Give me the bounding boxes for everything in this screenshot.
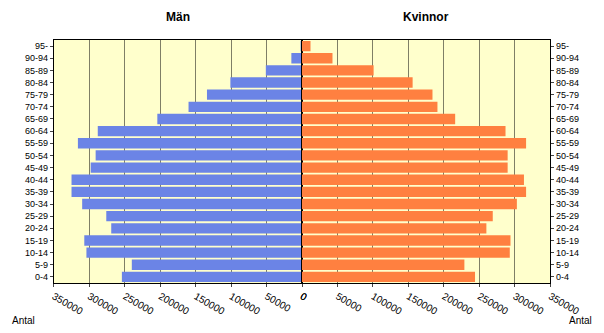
svg-text:55-59: 55-59: [556, 138, 579, 148]
svg-text:40-44: 40-44: [556, 175, 579, 185]
svg-text:50-54: 50-54: [25, 151, 48, 161]
svg-text:300000: 300000: [511, 291, 546, 317]
svg-text:0: 0: [299, 291, 310, 304]
svg-text:150000: 150000: [192, 291, 227, 317]
svg-text:350000: 350000: [50, 291, 85, 317]
svg-text:50-54: 50-54: [556, 151, 579, 161]
svg-text:85-89: 85-89: [556, 66, 579, 76]
svg-text:65-69: 65-69: [25, 114, 48, 124]
svg-text:80-84: 80-84: [556, 78, 579, 88]
svg-text:90-94: 90-94: [25, 53, 48, 63]
svg-text:100000: 100000: [228, 291, 263, 317]
svg-text:0-4: 0-4: [35, 272, 48, 282]
svg-text:250000: 250000: [476, 291, 511, 317]
svg-text:55-59: 55-59: [25, 138, 48, 148]
svg-text:250000: 250000: [121, 291, 156, 317]
svg-text:5-9: 5-9: [556, 260, 569, 270]
svg-text:Män: Män: [166, 10, 190, 24]
svg-text:85-89: 85-89: [25, 66, 48, 76]
svg-text:100000: 100000: [369, 291, 404, 317]
svg-text:45-49: 45-49: [556, 163, 579, 173]
svg-text:10-14: 10-14: [25, 248, 48, 258]
svg-text:95-: 95-: [35, 41, 48, 51]
svg-text:25-29: 25-29: [556, 211, 579, 221]
svg-text:60-64: 60-64: [25, 126, 48, 136]
svg-text:80-84: 80-84: [25, 78, 48, 88]
svg-text:200000: 200000: [157, 291, 192, 317]
svg-text:75-79: 75-79: [556, 90, 579, 100]
svg-text:0: 0: [299, 291, 310, 304]
svg-text:0-4: 0-4: [556, 272, 569, 282]
svg-text:Kvinnor: Kvinnor: [403, 10, 449, 24]
svg-text:20-24: 20-24: [25, 223, 48, 233]
svg-text:15-19: 15-19: [25, 236, 48, 246]
svg-text:Antal: Antal: [569, 315, 592, 326]
svg-text:30-34: 30-34: [25, 199, 48, 209]
svg-text:50000: 50000: [334, 291, 364, 315]
svg-text:25-29: 25-29: [25, 211, 48, 221]
svg-text:Antal: Antal: [12, 315, 35, 326]
svg-text:75-79: 75-79: [25, 90, 48, 100]
svg-text:200000: 200000: [440, 291, 475, 317]
svg-text:15-19: 15-19: [556, 236, 579, 246]
svg-text:5-9: 5-9: [35, 260, 48, 270]
svg-text:70-74: 70-74: [556, 102, 579, 112]
svg-text:35-39: 35-39: [25, 187, 48, 197]
svg-text:35-39: 35-39: [556, 187, 579, 197]
svg-text:350000: 350000: [547, 291, 582, 317]
svg-text:40-44: 40-44: [25, 175, 48, 185]
svg-text:60-64: 60-64: [556, 126, 579, 136]
svg-text:10-14: 10-14: [556, 248, 579, 258]
svg-text:45-49: 45-49: [25, 163, 48, 173]
svg-text:90-94: 90-94: [556, 53, 579, 63]
svg-text:20-24: 20-24: [556, 223, 579, 233]
svg-text:65-69: 65-69: [556, 114, 579, 124]
svg-text:300000: 300000: [86, 291, 121, 317]
svg-text:50000: 50000: [263, 291, 293, 315]
svg-text:70-74: 70-74: [25, 102, 48, 112]
svg-text:150000: 150000: [405, 291, 440, 317]
svg-text:30-34: 30-34: [556, 199, 579, 209]
svg-text:95-: 95-: [556, 41, 569, 51]
